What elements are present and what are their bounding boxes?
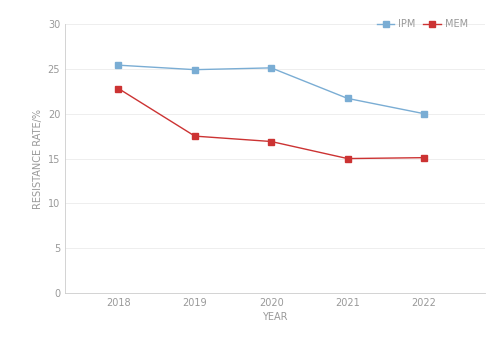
X-axis label: YEAR: YEAR bbox=[262, 312, 288, 322]
MEM bbox=[344, 157, 350, 161]
IPM bbox=[116, 63, 121, 67]
IPM bbox=[344, 97, 350, 101]
IPM bbox=[421, 112, 427, 116]
IPM bbox=[268, 66, 274, 70]
Legend: IPM, MEM: IPM, MEM bbox=[373, 15, 472, 33]
IPM bbox=[192, 68, 198, 72]
Line: IPM: IPM bbox=[116, 62, 426, 116]
MEM bbox=[192, 134, 198, 138]
MEM bbox=[268, 139, 274, 144]
Y-axis label: RESISTANCE RATE/%: RESISTANCE RATE/% bbox=[34, 108, 43, 209]
MEM bbox=[116, 87, 121, 91]
Line: MEM: MEM bbox=[116, 86, 426, 161]
MEM bbox=[421, 155, 427, 160]
